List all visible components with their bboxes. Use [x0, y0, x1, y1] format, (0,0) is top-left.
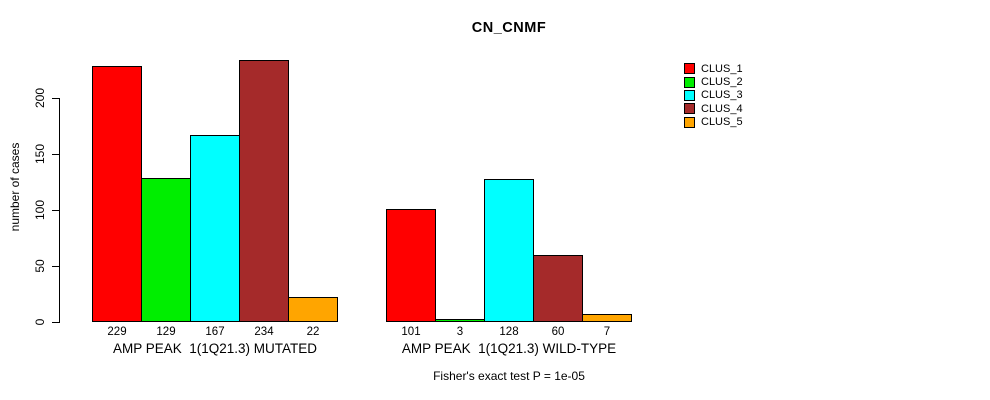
bar-value-label: 128 [499, 326, 519, 338]
bar-clus_1 [92, 66, 142, 322]
legend-item: CLUS_5 [684, 116, 743, 129]
legend-item: CLUS_2 [684, 75, 743, 88]
bar-value-label: 229 [107, 326, 127, 338]
bar-clus_2 [141, 178, 191, 322]
x-axis-group-label: AMP PEAK 1(1Q21.3) WILD-TYPE [401, 341, 617, 356]
y-axis-label: number of cases [8, 142, 22, 232]
bar-value-label: 167 [205, 326, 225, 338]
bar-clus_2 [435, 319, 485, 322]
legend-label: CLUS_1 [701, 62, 743, 75]
legend-swatch-icon [684, 63, 695, 75]
bar-clus_5 [582, 314, 632, 322]
chart-title: CN_CNMF [471, 20, 547, 36]
legend-swatch-icon [684, 76, 695, 88]
legend-item: CLUS_1 [684, 62, 743, 75]
y-tick [52, 266, 59, 267]
legend-swatch-icon [684, 89, 695, 101]
legend-item: CLUS_4 [684, 102, 743, 115]
bar-clus_4 [533, 255, 583, 322]
bar-value-label: 129 [156, 326, 176, 338]
y-tick-label: 100 [33, 199, 47, 221]
bar-clus_4 [239, 60, 289, 322]
bar-value-label: 3 [456, 326, 464, 338]
fisher-test-note: Fisher's exact test P = 1e-05 [433, 369, 585, 383]
y-tick [52, 98, 59, 99]
bar-clus_1 [386, 209, 436, 322]
legend-label: CLUS_2 [701, 76, 743, 89]
y-tick-label: 200 [33, 87, 47, 109]
legend-swatch-icon [684, 116, 695, 128]
y-axis-line [59, 98, 60, 323]
bar-value-label: 22 [306, 326, 320, 338]
legend-item: CLUS_3 [684, 89, 743, 102]
legend-label: CLUS_5 [701, 116, 743, 129]
legend-label: CLUS_3 [701, 89, 743, 102]
legend-label: CLUS_4 [701, 102, 743, 115]
x-axis-group-label: AMP PEAK 1(1Q21.3) MUTATED [112, 341, 318, 356]
bar-clus_3 [190, 135, 240, 322]
y-tick-label: 0 [33, 318, 47, 326]
bar-value-label: 101 [401, 326, 421, 338]
legend-swatch-icon [684, 103, 695, 115]
y-tick-label: 50 [33, 259, 47, 273]
bar-value-label: 234 [254, 326, 274, 338]
y-tick [52, 154, 59, 155]
bar-value-label: 7 [603, 326, 611, 338]
y-tick [52, 322, 59, 323]
y-tick-label: 150 [33, 143, 47, 165]
y-tick [52, 210, 59, 211]
bar-clus_5 [288, 297, 338, 322]
legend: CLUS_1 CLUS_2 CLUS_3 CLUS_4 CLUS_5 [684, 62, 743, 129]
bar-value-label: 60 [551, 326, 565, 338]
bar-clus_3 [484, 179, 534, 322]
